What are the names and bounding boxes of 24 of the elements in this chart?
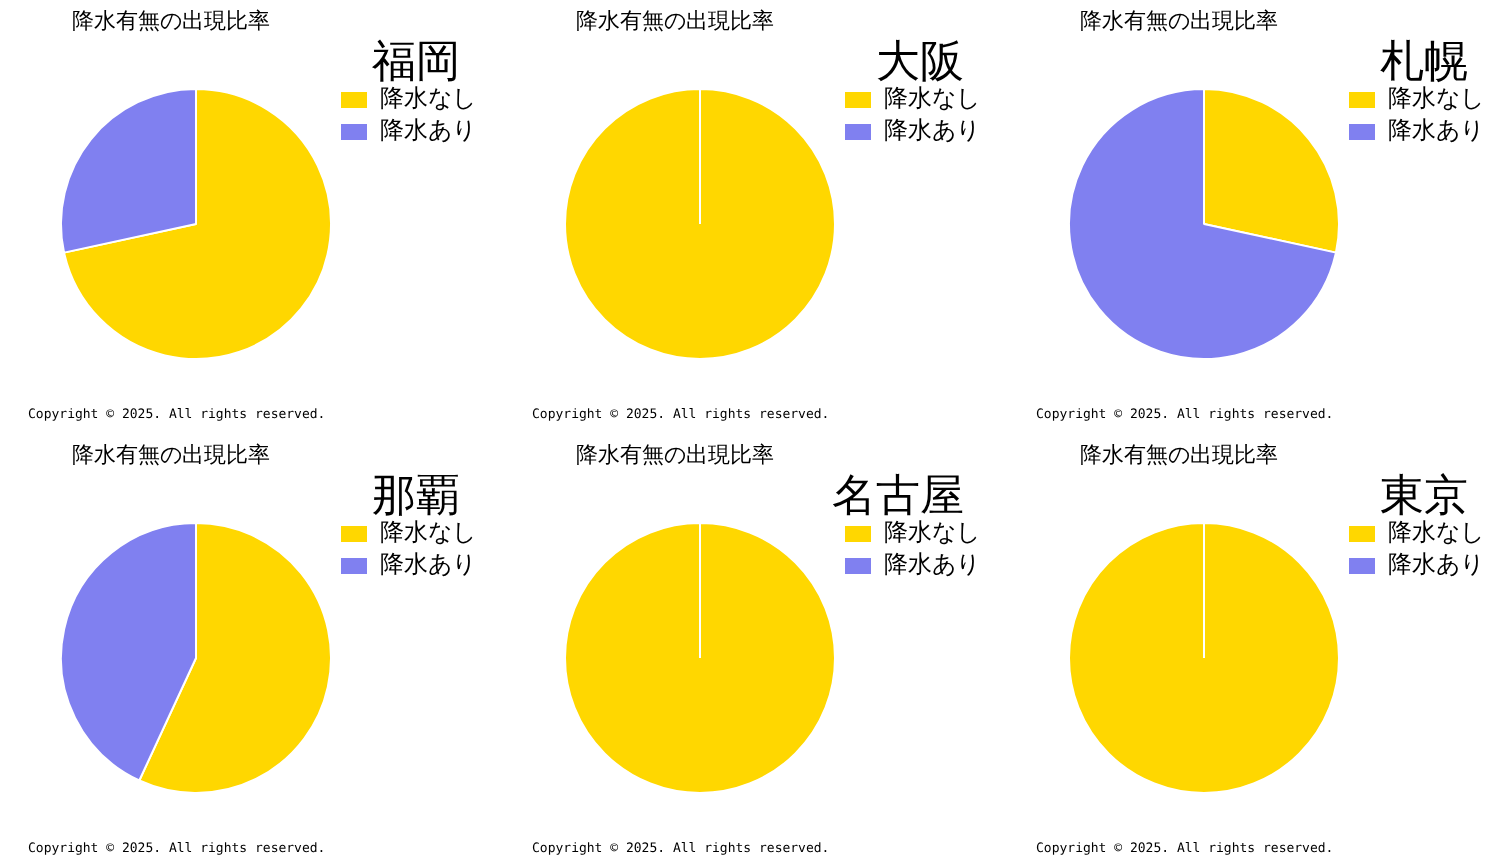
chart-title: 札幌 [1380, 36, 1468, 88]
chart-title: 福岡 [372, 36, 460, 88]
legend-label: 降水なし [884, 518, 980, 547]
chart-title: 名古屋 [832, 470, 964, 522]
chart-subtitle: 降水有無の出現比率 [72, 6, 270, 36]
legend-label: 降水あり [884, 550, 980, 579]
chart-subtitle: 降水有無の出現比率 [1080, 440, 1278, 470]
legend-label: 降水あり [380, 550, 476, 579]
chart-subtitle: 降水有無の出現比率 [576, 6, 774, 36]
legend-label: 降水あり [380, 116, 476, 145]
chart-subtitle: 降水有無の出現比率 [576, 440, 774, 470]
legend-label: 降水あり [884, 116, 980, 145]
legend-label: 降水あり [1388, 116, 1484, 145]
chart-title: 那覇 [372, 470, 460, 522]
legend-label: 降水なし [380, 518, 476, 547]
legend-label: 降水なし [380, 84, 476, 113]
chart-subtitle: 降水有無の出現比率 [1080, 6, 1278, 36]
chart-title: 東京 [1380, 470, 1468, 522]
legend-label: 降水あり [1388, 550, 1484, 579]
legend-label: 降水なし [1388, 518, 1484, 547]
chart-subtitle: 降水有無の出現比率 [72, 440, 270, 470]
legend-label: 降水なし [1388, 84, 1484, 113]
chart-title: 大阪 [876, 36, 964, 88]
legend-label: 降水なし [884, 84, 980, 113]
